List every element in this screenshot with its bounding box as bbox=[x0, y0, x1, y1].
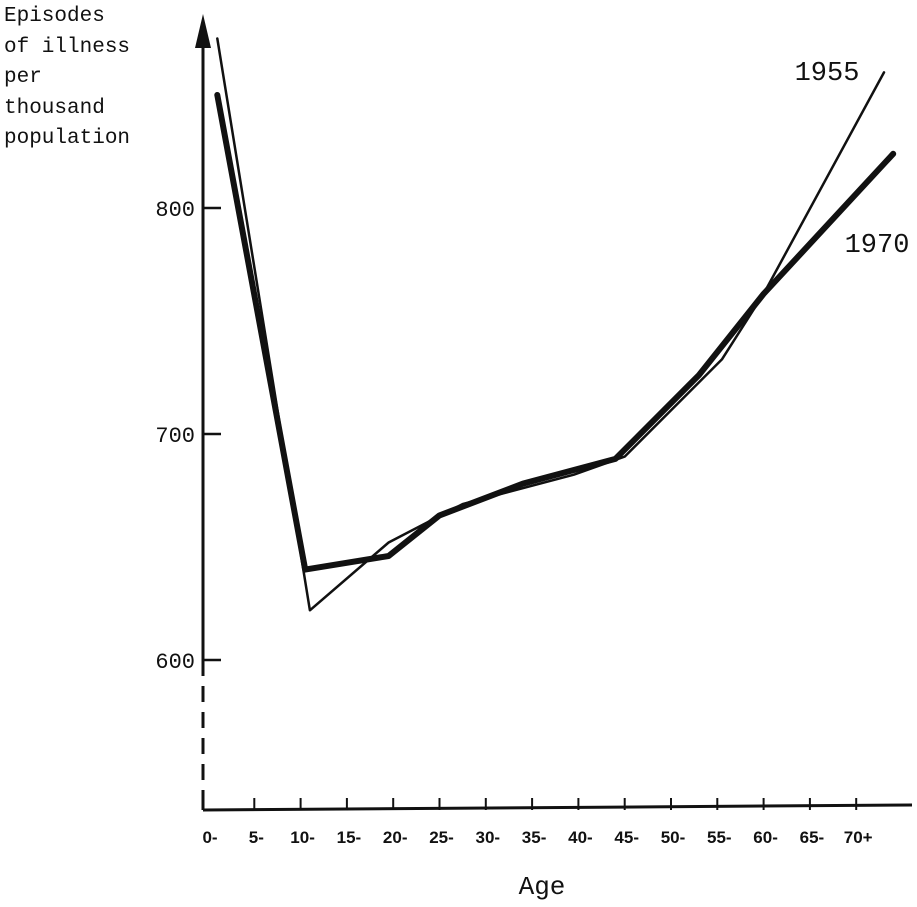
series-line-1955 bbox=[216, 37, 886, 612]
series-label-1955: 1955 bbox=[795, 59, 860, 89]
axes bbox=[195, 14, 913, 812]
x-tick-label: 15- bbox=[337, 828, 362, 847]
x-tick-label: 35- bbox=[522, 828, 547, 847]
x-tick-label: 5- bbox=[249, 828, 264, 847]
x-tick-label: 10- bbox=[290, 828, 315, 847]
y-ticks: 600 700 800 bbox=[155, 198, 221, 675]
x-tick-label: 60- bbox=[753, 828, 778, 847]
y-tick-label: 700 bbox=[155, 424, 195, 449]
series-line-1970 bbox=[214, 92, 897, 573]
y-tick-label: 800 bbox=[155, 198, 195, 223]
x-tick-label: 65- bbox=[800, 828, 825, 847]
y-tick-label: 600 bbox=[155, 650, 195, 675]
y-axis-arrow bbox=[195, 14, 211, 48]
x-tick-label: 55- bbox=[707, 828, 732, 847]
x-tick-label: 25- bbox=[429, 828, 454, 847]
x-ticks: 0- 5- 10- 15- 20- 25- 30- 35- 40- 45- 50- 55- 60- 65-… bbox=[202, 798, 873, 847]
series-labels: 1955 1970 bbox=[795, 59, 910, 261]
y-axis-label: Episodes of illness per thousand populat… bbox=[4, 5, 131, 150]
x-tick-label: 20- bbox=[383, 828, 408, 847]
x-tick-label: 40- bbox=[568, 828, 593, 847]
series-label-1970: 1970 bbox=[845, 231, 910, 261]
x-tick-label: 45- bbox=[614, 828, 639, 847]
x-axis-label: Age bbox=[519, 872, 566, 902]
x-axis-line bbox=[202, 803, 913, 812]
series-lines bbox=[214, 37, 897, 612]
x-tick-label: 30- bbox=[476, 828, 501, 847]
x-tick-label: 0- bbox=[202, 828, 217, 847]
x-tick-label: 70+ bbox=[844, 828, 873, 847]
x-tick-label: 50- bbox=[661, 828, 686, 847]
